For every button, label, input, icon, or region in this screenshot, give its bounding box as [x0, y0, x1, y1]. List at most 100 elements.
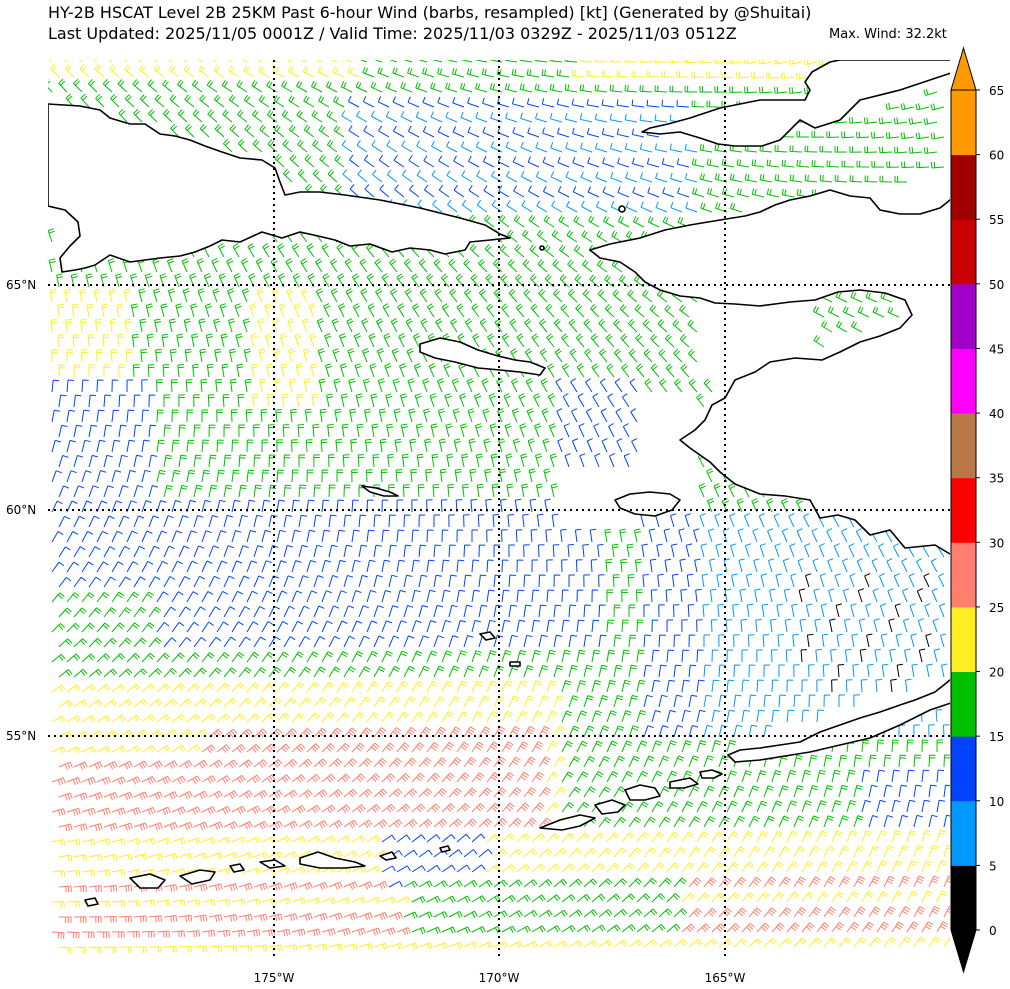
wind-barb	[216, 682, 230, 693]
wind-barb	[906, 830, 917, 843]
wind-barb	[543, 468, 551, 483]
wind-barb	[156, 591, 169, 603]
wind-barb	[741, 679, 750, 693]
colorbar-segment	[951, 90, 976, 156]
wind-barb	[321, 499, 330, 513]
wind-barb	[711, 679, 720, 693]
colorbar-segment	[951, 413, 976, 479]
wind-barb	[666, 679, 676, 693]
wind-barb	[349, 154, 360, 168]
wind-barb	[330, 288, 338, 303]
wind-barb	[376, 348, 385, 363]
wind-barb	[816, 891, 829, 903]
wind-barb	[456, 741, 470, 753]
wind-barb	[340, 81, 353, 93]
wind-barb	[828, 588, 835, 603]
wind-barb	[857, 306, 870, 318]
wind-barb	[103, 454, 113, 468]
wind-barb	[658, 604, 665, 618]
wind-barb	[598, 318, 608, 333]
wind-barb	[748, 664, 756, 678]
wind-barb	[51, 531, 64, 543]
wind-barb	[96, 530, 109, 543]
wind-barb	[417, 484, 425, 498]
wind-barb	[178, 454, 187, 468]
wind-barb	[141, 530, 153, 543]
wind-barb	[283, 514, 293, 528]
wind-barb	[133, 699, 148, 708]
wind-barb	[171, 560, 183, 573]
wind-barb	[576, 771, 589, 783]
wind-barb	[621, 649, 630, 663]
wind-barb	[238, 454, 246, 468]
wind-barb	[153, 60, 158, 63]
wind-barb	[276, 560, 287, 573]
wind-barb	[493, 288, 503, 303]
wind-barb	[673, 908, 688, 918]
wind-barb	[497, 156, 510, 168]
wind-barb	[666, 893, 681, 903]
wind-barb	[246, 651, 260, 663]
wind-barb	[613, 878, 628, 888]
wind-barb	[878, 573, 886, 588]
wind-barb	[234, 303, 242, 318]
wind-barb	[594, 453, 601, 468]
wind-barb	[826, 131, 840, 138]
wind-barb	[103, 485, 114, 498]
wind-barb	[763, 664, 771, 678]
wind-barb	[528, 215, 540, 228]
wind-barb	[508, 604, 517, 618]
wind-barb	[126, 500, 137, 513]
wind-barb	[478, 941, 493, 949]
wind-barb	[915, 558, 923, 573]
wind-barb	[623, 453, 630, 468]
wind-barb	[538, 665, 549, 678]
wind-barb	[148, 576, 161, 588]
wind-barb	[651, 710, 662, 723]
wind-barb	[388, 514, 396, 528]
wind-barb	[553, 695, 564, 708]
wind-barb	[321, 681, 335, 693]
wind-barb	[396, 650, 408, 663]
wind-barb	[759, 86, 773, 94]
wind-barb	[283, 605, 295, 618]
wind-barb	[582, 259, 593, 273]
wind-barb	[246, 560, 258, 573]
wind-barb	[433, 726, 446, 738]
wind-barb	[351, 865, 366, 874]
wind-barb	[836, 633, 843, 648]
wind-barb	[261, 682, 275, 693]
wind-barb	[568, 878, 583, 888]
wind-barb	[403, 819, 418, 828]
wind-barb	[351, 927, 366, 936]
wind-barb	[223, 514, 234, 528]
wind-barb	[259, 378, 267, 393]
wind-barb	[208, 945, 222, 953]
wind-barb	[568, 695, 579, 708]
wind-barb	[81, 715, 96, 723]
wind-barb	[311, 393, 319, 408]
wind-barb	[516, 833, 531, 843]
wind-barb	[621, 862, 635, 873]
wind-barb	[515, 529, 523, 543]
wind-barb	[490, 141, 503, 153]
wind-barb	[508, 665, 519, 678]
wind-barb	[201, 499, 211, 513]
wind-barb	[538, 786, 552, 798]
wind-barb	[381, 896, 396, 904]
wind-barb	[928, 754, 936, 768]
wind-barb	[868, 845, 880, 858]
wind-barb	[846, 800, 857, 813]
wind-barb	[440, 499, 448, 513]
wind-barb	[351, 620, 363, 633]
wind-barb	[729, 173, 743, 183]
wind-barb	[501, 333, 510, 348]
wind-barb	[548, 423, 556, 438]
wind-barb	[501, 833, 516, 843]
wind-barb	[96, 409, 105, 423]
wind-barb	[543, 215, 555, 228]
wind-barb	[426, 742, 440, 753]
colorbar-segment	[951, 800, 976, 866]
wind-barb	[283, 820, 298, 830]
wind-barb	[328, 605, 340, 618]
